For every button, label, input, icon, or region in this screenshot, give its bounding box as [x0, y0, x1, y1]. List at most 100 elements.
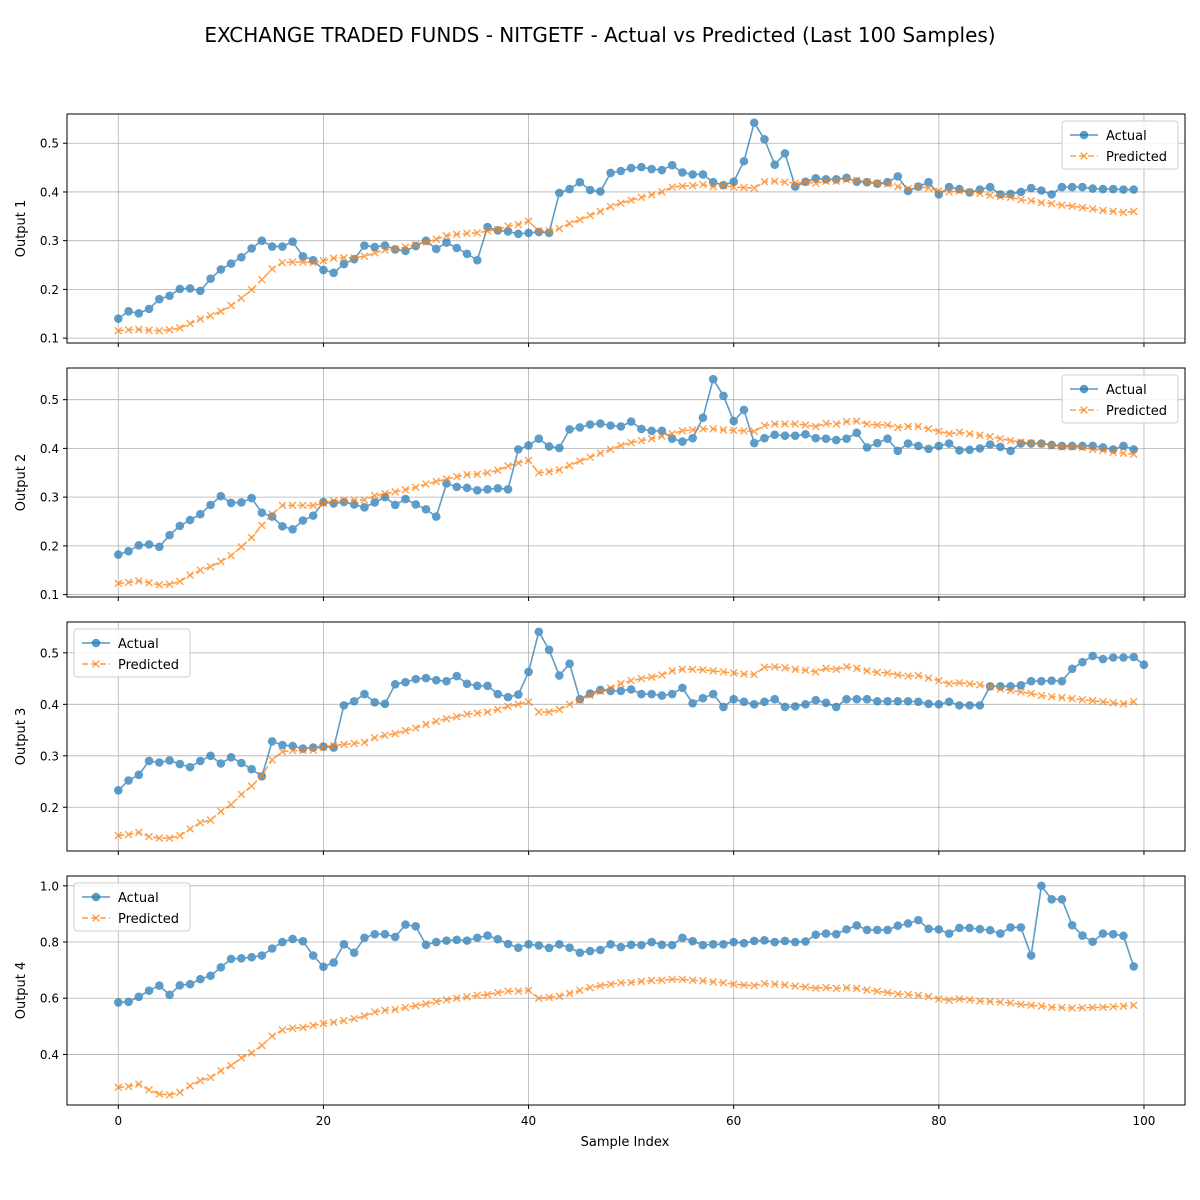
data-point-predicted [1099, 1003, 1107, 1012]
data-point-predicted [1006, 436, 1015, 445]
data-point-predicted [114, 579, 123, 588]
legend: Actual Predicted [1061, 374, 1179, 424]
data-point-predicted [893, 671, 902, 679]
x-tick-label: 60 [726, 1114, 741, 1128]
data-point-actual [760, 135, 769, 144]
data-point-predicted [216, 307, 225, 316]
data-point-actual [729, 177, 738, 187]
legend-label-predicted: Predicted [1106, 150, 1167, 165]
x-axis-label: Sample Index [581, 1135, 670, 1150]
data-point-actual [965, 445, 974, 455]
legend-label-actual: Actual [118, 637, 159, 652]
data-point-predicted [257, 771, 266, 780]
data-point-actual [165, 530, 174, 540]
data-point-predicted [145, 326, 153, 335]
data-point-predicted [668, 429, 677, 438]
data-point-predicted [340, 253, 348, 262]
data-point-actual [739, 938, 749, 948]
data-point-actual [821, 929, 831, 938]
data-point-actual [688, 433, 697, 443]
series-predicted [114, 417, 1138, 589]
data-point-predicted [216, 1066, 225, 1075]
data-point-predicted [934, 187, 943, 195]
data-point-predicted [422, 238, 430, 247]
data-point-predicted [760, 177, 769, 186]
data-point-actual [472, 933, 482, 943]
data-point-predicted [329, 741, 338, 750]
data-point-actual [175, 759, 185, 769]
data-point-actual [185, 515, 195, 525]
data-point-predicted [1078, 203, 1087, 212]
data-point-actual [760, 433, 769, 443]
data-point-predicted [278, 258, 287, 267]
data-point-actual [893, 696, 903, 706]
subplot-4: 0 20 40 60 80 100 0.4 0.6 0.8 1.0 Output 4 Actual Pr… [14, 875, 1186, 1128]
data-point-actual [421, 673, 431, 683]
data-point-predicted [668, 666, 677, 675]
data-point-actual [1026, 951, 1036, 960]
data-point-actual [667, 160, 677, 170]
data-point-predicted [514, 220, 523, 229]
data-point-actual [626, 163, 636, 173]
data-point-predicted [575, 696, 584, 705]
data-point-predicted [1047, 692, 1056, 701]
data-point-actual [278, 522, 287, 531]
data-point-predicted [996, 192, 1005, 201]
data-point-predicted [596, 981, 605, 990]
data-point-actual [811, 433, 821, 443]
data-point-actual [237, 252, 246, 262]
data-point-predicted [411, 1001, 420, 1010]
data-point-predicted [278, 1026, 287, 1034]
data-point-actual [729, 416, 738, 426]
data-point-predicted [329, 497, 338, 505]
data-point-actual [390, 679, 400, 689]
data-point-predicted [196, 315, 205, 324]
data-point-predicted [1099, 446, 1107, 455]
legend-box [1061, 374, 1179, 424]
data-point-actual [524, 667, 533, 677]
data-point-actual [534, 627, 544, 637]
data-point-actual [431, 675, 441, 685]
y-tick-label: 0.4 [40, 698, 59, 712]
data-point-predicted [965, 996, 974, 1004]
data-point-predicted [873, 179, 882, 188]
data-point-predicted [1119, 699, 1128, 708]
data-point-actual [637, 689, 646, 699]
data-point-predicted [145, 1085, 153, 1094]
data-point-actual [411, 921, 421, 931]
data-point-actual [596, 419, 605, 428]
y-tick-label: 0.2 [40, 801, 59, 815]
data-point-actual [585, 946, 595, 956]
data-point-actual [708, 939, 718, 949]
data-point-predicted [381, 1006, 389, 1015]
data-point-predicted [442, 714, 451, 723]
data-point-predicted [893, 182, 902, 191]
data-point-actual [1088, 937, 1097, 947]
data-point-predicted [996, 998, 1005, 1007]
series-actual [113, 881, 1139, 1007]
data-point-predicted [401, 485, 410, 494]
data-point-actual [1078, 441, 1087, 451]
data-point-predicted [627, 676, 636, 685]
data-point-predicted [350, 253, 359, 262]
data-point-actual [155, 294, 164, 304]
data-point-predicted [750, 670, 759, 679]
data-point-predicted [1129, 450, 1138, 459]
data-point-actual [1047, 190, 1056, 199]
data-point-predicted [299, 1023, 307, 1032]
data-point-actual [298, 936, 308, 946]
data-point-actual [514, 690, 523, 699]
data-point-actual [667, 434, 677, 443]
series-predicted [114, 662, 1138, 843]
data-point-actual [257, 236, 267, 245]
data-point-predicted [555, 465, 564, 474]
data-point-predicted [1058, 443, 1066, 451]
data-point-predicted [924, 184, 933, 192]
data-point-actual [544, 943, 554, 953]
data-point-predicted [606, 980, 615, 989]
data-point-predicted [350, 496, 359, 504]
data-point-predicted [493, 988, 502, 997]
data-point-predicted [986, 682, 995, 691]
data-point-predicted [1099, 697, 1107, 706]
data-point-actual [657, 426, 667, 436]
